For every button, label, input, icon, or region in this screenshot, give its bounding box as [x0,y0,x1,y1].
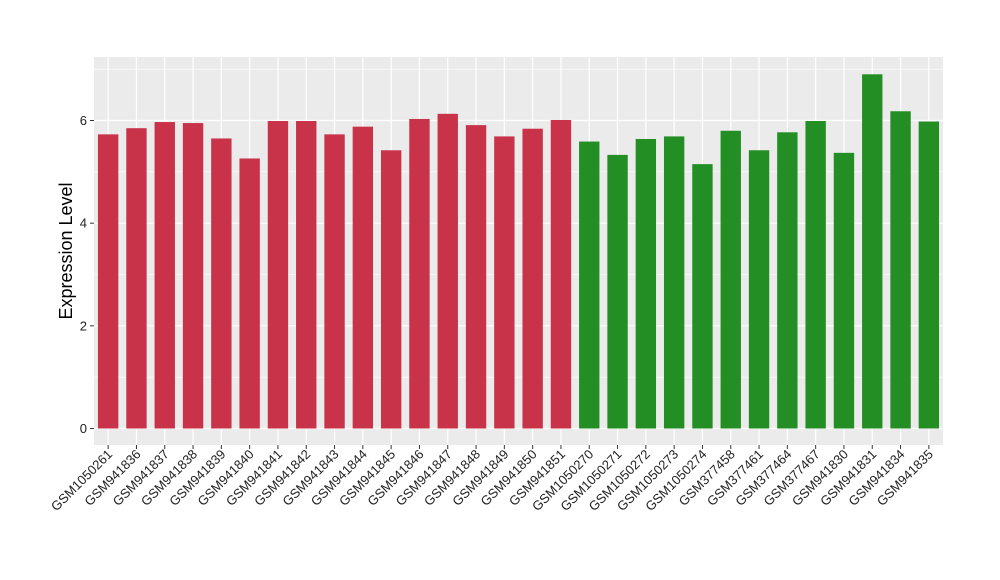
bar [267,121,289,429]
bar [833,152,855,429]
y-axis-title: Expression Level [56,182,76,319]
bar [890,111,911,429]
bar [777,132,798,429]
bar [211,138,232,429]
bar [324,134,345,429]
bar [862,74,883,429]
bar [296,121,317,429]
bar [550,119,572,429]
bar [720,130,741,429]
bar [748,150,770,429]
bar [579,141,600,429]
bar [239,158,260,429]
y-tick-label: 0 [80,421,87,436]
bar [380,150,402,429]
y-tick-label: 2 [80,318,87,333]
x-axis: GSM1050261GSM941836GSM941837GSM941838GSM… [48,445,936,514]
bars [97,74,940,429]
bar [805,121,826,429]
bar [154,122,175,429]
bar [522,128,543,429]
bar [409,118,430,429]
bar [494,136,515,429]
bar [97,134,119,429]
y-tick-label: 4 [80,216,87,231]
bar [918,121,940,429]
bar [465,125,487,429]
bar [126,128,147,429]
bar [663,136,685,429]
plot-panel [94,57,943,445]
y-axis: 0 2 4 6 [80,113,94,436]
bar [437,113,458,429]
bar [182,123,204,429]
y-tick-label: 6 [80,113,87,128]
bar [635,138,657,429]
bar [352,126,374,429]
bar [692,164,713,429]
bar [607,154,628,429]
